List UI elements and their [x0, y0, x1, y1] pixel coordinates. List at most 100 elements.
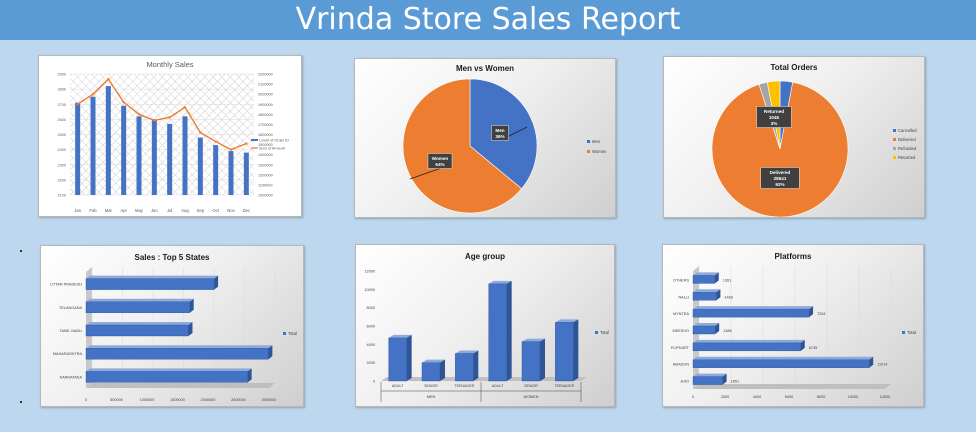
legend-swatch — [587, 150, 590, 153]
bar-state — [85, 347, 269, 360]
bar-age-side — [440, 359, 445, 381]
total-orders-chart[interactable]: Total Orders Delivered 28641 92% Returned 104… — [663, 56, 925, 218]
bar-age — [388, 337, 407, 382]
line-point — [183, 106, 187, 109]
bar-platform — [692, 292, 717, 301]
legend-label: Sum of Amount — [259, 147, 286, 151]
bar-platform — [692, 275, 715, 284]
legend-label: Total — [288, 331, 297, 336]
line-point — [168, 116, 171, 119]
bar-state — [85, 324, 189, 337]
legend-swatch — [893, 156, 896, 159]
bar-order-count — [213, 145, 219, 195]
bar-age-top — [488, 280, 512, 284]
y-tick-label: FLIPKART — [671, 346, 690, 350]
data-label: 7254 — [817, 312, 825, 316]
platforms-chart[interactable]: Platforms 0 2000 4000 6000 8000 10000 12000 OTHE… — [662, 244, 924, 407]
bar-age — [555, 322, 574, 382]
x-tick-label: Apr — [120, 208, 127, 213]
data-label-delivered-box — [760, 167, 800, 189]
y-tick-left: 2100 — [58, 194, 66, 198]
data-label-returned: 3% — [771, 121, 778, 126]
bar-state-side — [189, 298, 194, 313]
monthly-sales-chart[interactable]: Monthly Sales 2100 2200 2300 2400 2500 2600 270… — [38, 55, 302, 217]
bar-age — [521, 341, 541, 382]
legend-swatch — [587, 140, 590, 143]
y-tick-right: 1900000 — [258, 103, 273, 107]
x-tick-label: 0 — [692, 395, 694, 399]
y-tick-left: 2500 — [58, 133, 66, 137]
legend-label: Men — [592, 139, 601, 144]
y-tick-left: 2400 — [58, 148, 66, 152]
x-tick-label: 0 — [85, 398, 87, 402]
data-label: 1361 — [723, 278, 731, 282]
y-tick-label: OTHERS — [673, 278, 689, 282]
bar-age-top — [455, 350, 479, 354]
x-tick-label: 500000 — [110, 398, 123, 402]
legend-swatch — [893, 138, 896, 141]
y-tick-right: 2100000 — [258, 83, 273, 87]
bar-state-top — [86, 368, 252, 372]
x-tick-label: 2000 — [721, 395, 729, 399]
y-tick-label: NALLI — [678, 295, 689, 299]
legend-label: Delivered — [898, 137, 916, 142]
bar-age-side — [506, 280, 512, 381]
bar-platform — [692, 308, 810, 318]
y-tick-label: TELANGANA — [59, 306, 82, 310]
line-point — [153, 119, 156, 122]
y-tick-label: AMAZON — [673, 363, 690, 367]
bar-order-count — [121, 105, 127, 195]
age-group-chart[interactable]: Age group 0 2000 4000 6000 8000 10000 12000 ADUL… — [355, 244, 615, 407]
chart-title: Men vs Women — [456, 64, 514, 73]
y-tick-label: 8000 — [367, 306, 375, 310]
data-label-delivered: 92% — [775, 182, 784, 187]
data-label-women-box — [427, 153, 453, 169]
bar-order-count — [197, 137, 203, 195]
bar-age-top — [555, 319, 579, 323]
bar-platform-top — [693, 339, 805, 343]
chart-title: Sales : Top 5 States — [135, 253, 211, 262]
top-states-chart[interactable]: Sales : Top 5 States 0 500000 1000000 150000… — [40, 245, 304, 407]
y-tick-left: 2300 — [58, 163, 66, 167]
y-tick-label: 4000 — [367, 343, 375, 347]
line-point — [107, 77, 110, 81]
y-tick-right: 2200000 — [258, 73, 273, 77]
bar-age-side — [540, 338, 545, 381]
x-tick-label: 6000 — [785, 395, 793, 399]
x-tick-label: Jun — [151, 208, 158, 213]
bar-platform-top — [693, 289, 721, 293]
bar-order-count — [228, 151, 234, 195]
data-label: 1851 — [731, 380, 739, 384]
line-point — [137, 113, 141, 116]
data-label-returned: 1045 — [769, 115, 780, 120]
bar-platform — [692, 342, 801, 352]
legend-swatch — [902, 331, 905, 334]
bar-platform — [692, 376, 723, 385]
bar-platform-top — [693, 272, 719, 276]
bar-age — [455, 353, 474, 382]
bar-platform-side — [714, 272, 719, 284]
y-tick-left: 2800 — [58, 88, 66, 92]
data-label-delivered: 28641 — [774, 176, 787, 181]
x-tick-label: ADULT — [492, 384, 504, 388]
line-point — [91, 92, 95, 96]
data-label-women: 64% — [435, 162, 444, 167]
chart-title: Platforms — [775, 252, 812, 261]
legend-label: Cancelled — [898, 128, 917, 133]
data-label-men: Men — [495, 128, 504, 133]
bar-order-count — [182, 116, 188, 195]
bar-platform-top — [693, 373, 727, 377]
bar-state-side — [214, 275, 219, 290]
data-label: 11014 — [877, 363, 887, 367]
y-tick-label: KARNATAKA — [60, 375, 83, 379]
bar-age-top — [422, 359, 445, 363]
line-point — [245, 142, 248, 145]
bullet-marker — [20, 401, 22, 403]
bar-platform-side — [716, 289, 721, 301]
chart-title: Age group — [465, 252, 505, 261]
plot-floor — [693, 384, 891, 389]
bar-state — [85, 278, 215, 290]
bar-order-count — [151, 119, 157, 195]
men-vs-women-chart[interactable]: Men vs Women Men 36% Women 64% Men Women — [354, 58, 616, 218]
legend-swatch — [893, 147, 896, 150]
